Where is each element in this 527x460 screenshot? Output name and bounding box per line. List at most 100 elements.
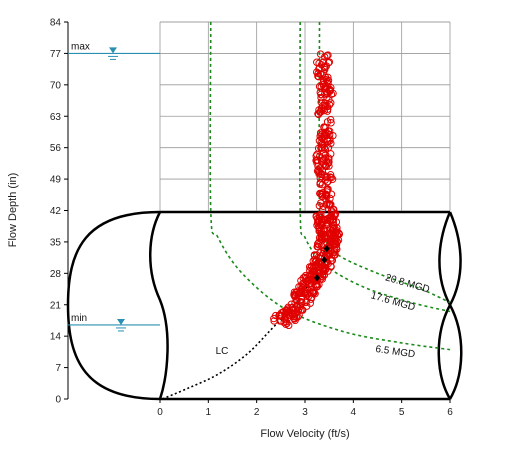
x-tick-label: 4 [351,407,357,418]
observation-point [335,230,343,239]
observation-point [310,251,319,259]
observation-point [297,282,305,291]
observation-point [307,293,316,302]
observation-point [327,119,335,127]
observation-point [317,90,325,99]
observation-point [319,265,327,274]
observation-point [315,233,324,242]
observation-point [283,310,291,318]
observation-point [293,296,301,304]
observation-point [323,51,331,60]
observation-point [331,248,339,256]
observation-point [314,216,323,225]
y-tick-label: 14 [50,332,62,343]
observation-point [331,211,339,219]
pipe-left-end-cap [66,210,161,401]
observation-point [271,311,280,320]
y-tick-label: 84 [50,18,62,29]
mean-point [314,274,321,282]
x-tick-label: 1 [206,407,212,418]
observation-point [317,218,326,226]
observation-point [326,85,334,94]
axis-labels: Flow Velocity (ft/s) Flow Depth (in) [7,173,350,440]
observation-point [315,73,323,81]
observation-point [326,237,335,245]
observation-point [321,65,329,74]
observation-point [313,159,321,167]
y-tick-label: 63 [50,112,62,123]
x-axis-title: Flow Velocity (ft/s) [260,428,349,440]
observation-point [326,241,335,250]
observation-point [311,255,319,263]
observation-point [315,82,324,91]
x-tick-label: 3 [302,407,308,418]
observation-point [326,137,334,145]
observation-point [331,228,340,236]
observation-point [318,130,326,138]
observation-point [325,101,334,109]
observation-point [282,320,290,328]
lc-label: LC [216,346,229,357]
observation-point [312,251,321,259]
observation-point [324,143,333,152]
observation-point [324,59,333,67]
observation-point [317,93,325,102]
pipe-right-end-back [438,211,463,400]
observation-point [310,267,318,275]
observation-point [325,162,333,170]
observation-point [316,180,324,188]
level-label: max [71,41,90,52]
observation-point [316,129,325,137]
x-tick-label: 5 [399,407,405,418]
iso-flow-label: 20.8 MGD [384,272,431,295]
observation-point [301,273,309,281]
observation-point [288,306,296,315]
y-axis-title: Flow Depth (in) [7,173,19,248]
x-tick-label: 0 [157,407,163,418]
y-tick-label: 49 [50,175,62,186]
observation-point [327,190,336,198]
observation-point [283,319,291,327]
y-tick-label: 56 [50,143,62,154]
observation-point [323,102,332,111]
observation-point [314,242,322,251]
water-level-icon [109,47,117,54]
observation-point [314,69,322,78]
observation-point [295,305,303,313]
observation-point [319,149,328,157]
observation-point [320,84,328,93]
observation-point [312,212,320,220]
observations [270,50,343,330]
observation-point [313,156,322,164]
observation-point [317,190,326,199]
grid [159,21,451,211]
observation-point [320,101,328,110]
observation-point [305,263,314,271]
observation-point [313,58,321,66]
x-tick-label: 2 [254,407,260,418]
observation-point [314,253,323,261]
water-level-icon [117,318,125,325]
observation-point [315,241,323,249]
iso-flow-curve [209,21,451,351]
observation-point [302,298,310,307]
observation-point [322,265,330,273]
observation-point [319,69,328,77]
iso-flow-curve [318,21,451,304]
y-tick-label: 21 [50,300,62,311]
y-tick-label: 70 [50,80,62,91]
y-tick-label: 0 [55,395,61,406]
y-tick-label: 77 [50,49,62,60]
observation-point [320,224,329,233]
pipe-left-end-profile [149,211,169,400]
observation-point [282,318,290,326]
observation-point [319,249,328,258]
observation-point [331,251,339,259]
y-tick-label: 42 [50,206,62,217]
observation-point [298,284,307,292]
mean-point [321,256,328,264]
mean-point [323,245,330,253]
observation-point [322,200,331,209]
y-tick-label: 7 [55,363,61,374]
